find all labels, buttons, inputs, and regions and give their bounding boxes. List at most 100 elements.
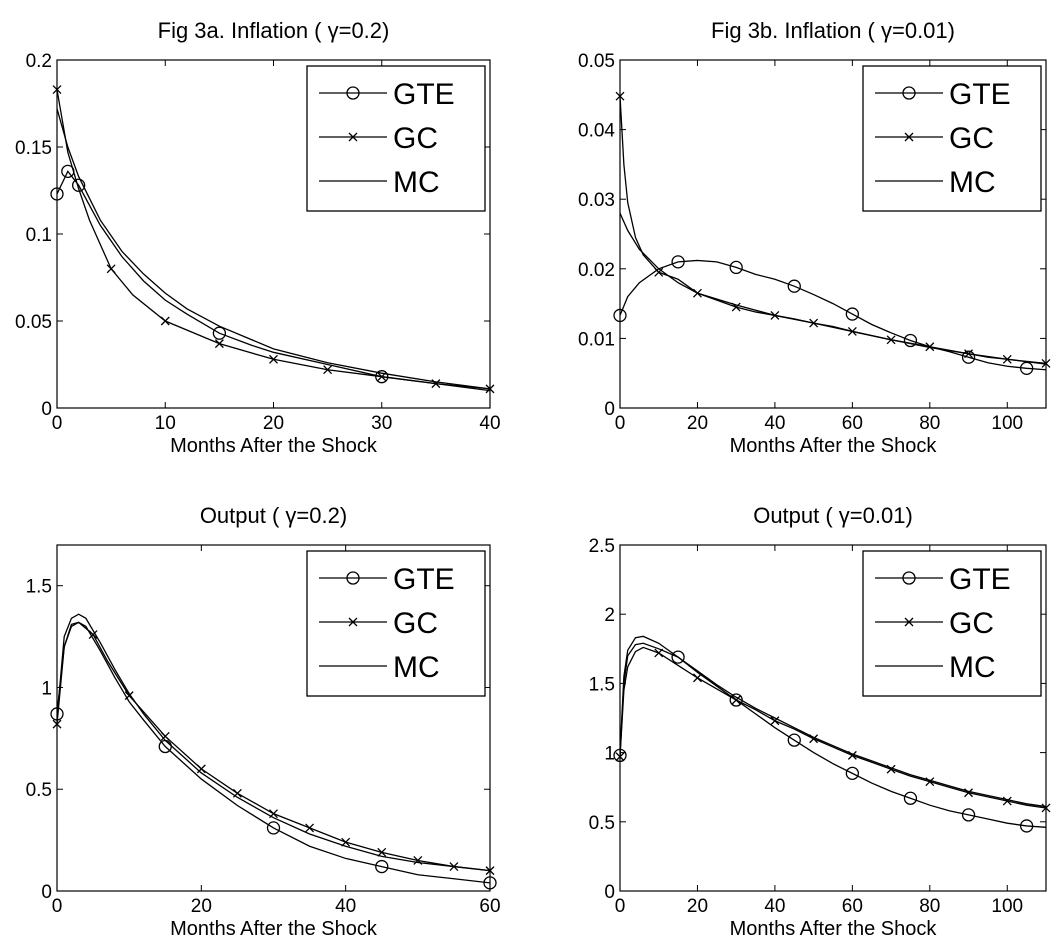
legend-label-gc: GC [949, 122, 994, 155]
axes-box [619, 544, 1047, 892]
y-tick-label: 0.03 [578, 190, 615, 211]
y-tick-label: 0 [41, 399, 52, 420]
data-point-x [615, 91, 625, 101]
x-tick-label: 10 [155, 413, 176, 434]
x-tick-label: 100 [991, 413, 1023, 434]
series-line-mc [620, 635, 1046, 808]
data-point-x [615, 752, 625, 762]
legend-label-gte: GTE [393, 563, 455, 596]
axes-box [619, 59, 1047, 409]
data-point-x [770, 716, 780, 726]
y-tick-label: 0.15 [15, 138, 52, 159]
y-tick-label: 1.5 [589, 674, 615, 695]
legend-box [862, 550, 1042, 697]
legend-label-mc: MC [949, 166, 996, 199]
data-point-x [52, 719, 62, 729]
x-tick-label: 0 [52, 896, 63, 917]
data-point-x [305, 823, 315, 833]
x-tick-label: 40 [764, 413, 785, 434]
legend: GTE GC MC [862, 550, 1042, 697]
data-point-x [196, 764, 206, 774]
series-line-mc [620, 212, 1046, 365]
data-point-circle [671, 255, 685, 269]
x-tick-label: 20 [263, 413, 284, 434]
series-line-mc [57, 613, 490, 872]
data-point-circle [961, 350, 976, 364]
data-point-circle [903, 333, 918, 348]
legend-label-mc: MC [949, 651, 996, 684]
data-point-circle [266, 821, 281, 835]
x-tick-label: 20 [687, 896, 708, 917]
legend-label-gte: GTE [949, 563, 1011, 596]
y-tick-label: 2.5 [589, 536, 615, 557]
data-point-circle [903, 791, 918, 805]
y-tick-label: 0 [604, 399, 615, 420]
series-line-gc [620, 646, 1046, 809]
legend-marker-circle [346, 86, 360, 100]
y-tick-label: 0 [41, 882, 52, 903]
data-point-circle [375, 370, 389, 384]
x-tick-label: 80 [919, 413, 940, 434]
chart-title: Fig 3b. Inflation ( γ=0.01) [711, 18, 955, 43]
y-tick-label: 1 [604, 744, 615, 765]
data-point-x [1002, 796, 1012, 806]
data-point-x [52, 85, 62, 95]
chart-title: Output ( γ=0.01) [753, 503, 913, 528]
y-tick-label: 0.05 [15, 312, 52, 333]
legend-label-mc: MC [393, 166, 440, 199]
x-tick-label: 20 [191, 896, 212, 917]
y-tick-label: 0.2 [26, 51, 52, 72]
x-axis-label: Months After the Shock [170, 918, 378, 940]
legend-marker-circle [902, 86, 916, 100]
series-line-gte [57, 170, 490, 392]
data-point-x [106, 264, 116, 274]
legend-marker-x [348, 132, 358, 142]
data-point-circle [787, 279, 801, 293]
x-tick-label: 0 [52, 413, 63, 434]
data-point-circle [845, 766, 860, 781]
x-tick-label: 60 [479, 896, 500, 917]
chart-title: Output ( γ=0.2) [200, 503, 347, 528]
legend-label-gte: GTE [949, 78, 1011, 111]
y-tick-label: 0.05 [578, 51, 615, 72]
legend-label-gte: GTE [393, 78, 455, 111]
legend-marker-x [904, 132, 914, 142]
chart-panel-2: Fig 3b. Inflation ( γ=0.01) 0 20 40 60 80 100 0… [578, 18, 1051, 457]
data-point-x [323, 365, 333, 375]
data-point-circle [961, 808, 976, 822]
y-tick-label: 0.04 [578, 121, 615, 142]
x-tick-label: 80 [919, 896, 940, 917]
x-tick-label: 100 [991, 896, 1023, 917]
data-point-x [160, 731, 170, 741]
x-tick-label: 40 [479, 413, 500, 434]
data-point-circle [671, 650, 685, 664]
data-point-x [1041, 803, 1051, 813]
chart-panel-3: Output ( γ=0.2) 0 20 40 60 0 0.5 1 1.5 Months Aft… [26, 503, 501, 940]
x-tick-label: 40 [335, 896, 356, 917]
chart-title: Fig 3a. Inflation ( γ=0.2) [158, 18, 390, 43]
y-tick-label: 0.5 [26, 780, 52, 801]
chart-panel-4: Output ( γ=0.01) 0 20 40 60 80 100 0 0.5 1 1.5 2 2.5… [589, 503, 1051, 940]
x-tick-label: 60 [842, 413, 863, 434]
y-tick-label: 1 [41, 678, 52, 699]
series-line-gte [620, 642, 1046, 828]
data-point-x [925, 342, 935, 352]
x-tick-label: 0 [615, 896, 626, 917]
data-point-circle [483, 876, 497, 890]
y-tick-label: 0.02 [578, 260, 615, 281]
series-line-mc [57, 108, 490, 390]
data-point-circle [613, 308, 627, 323]
data-point-circle [50, 187, 64, 201]
y-tick-label: 0 [604, 882, 615, 903]
data-point-x [1041, 358, 1051, 368]
legend-label-mc: MC [393, 651, 440, 684]
legend: GTE GC MC [306, 65, 486, 212]
data-point-circle [729, 260, 743, 275]
data-point-circle [1019, 819, 1034, 833]
x-tick-label: 30 [371, 413, 392, 434]
legend: GTE GC MC [306, 550, 486, 697]
x-axis-label: Months After the Shock [730, 918, 938, 940]
data-point-x [654, 648, 664, 658]
data-point-x [731, 695, 741, 705]
